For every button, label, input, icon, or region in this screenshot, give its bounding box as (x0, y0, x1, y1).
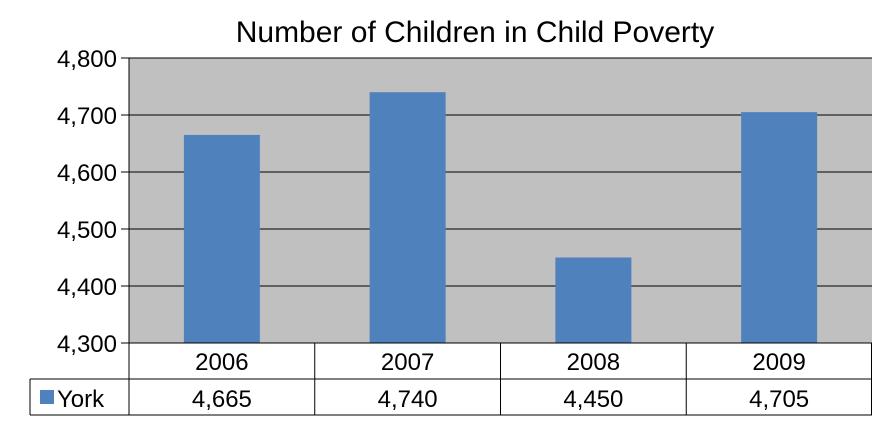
y-tick-label: 4,700 (57, 103, 117, 130)
x-category-label: 2009 (752, 349, 805, 376)
data-table-value: 4,665 (192, 386, 252, 413)
bar (555, 257, 632, 343)
legend-label: York (57, 386, 105, 413)
y-tick-label: 4,300 (57, 331, 117, 358)
chart-title: Number of Children in Child Poverty (236, 16, 715, 49)
data-table-value: 4,740 (378, 386, 438, 413)
bars (183, 92, 818, 344)
x-category-label: 2007 (381, 349, 434, 376)
data-table: 2006 4,665 2007 4,740 2008 4,450 2009 4,705 York (29, 342, 872, 416)
data-table-value: 4,705 (749, 386, 809, 413)
y-axis-ticks: 4,300 4,400 4,500 4,600 4,700 4,800 (57, 46, 117, 358)
legend-swatch (40, 390, 54, 404)
y-tick-label: 4,400 (57, 274, 117, 301)
bar (183, 134, 260, 343)
y-tick-label: 4,800 (57, 46, 117, 73)
x-category-label: 2008 (567, 349, 620, 376)
data-table-value: 4,450 (563, 386, 623, 413)
y-tick-label: 4,500 (57, 217, 117, 244)
bar (369, 92, 446, 343)
y-tick-label: 4,600 (57, 160, 117, 187)
bar (741, 112, 818, 344)
x-category-label: 2006 (195, 349, 248, 376)
